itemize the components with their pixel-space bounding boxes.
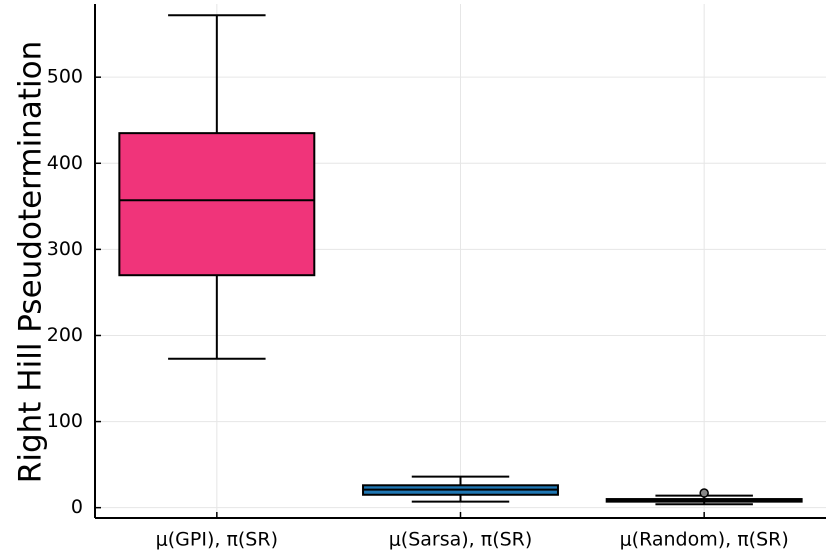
box-2 bbox=[362, 475, 559, 503]
y-axis-label: Right Hill Pseudotermination bbox=[13, 41, 49, 483]
x-tick-label: μ(Sarsa), π(SR) bbox=[389, 529, 533, 551]
y-tick-label: 0 bbox=[71, 496, 83, 518]
x-tick-label: μ(GPI), π(SR) bbox=[156, 529, 278, 551]
y-tick-label: 200 bbox=[47, 324, 83, 346]
box-body bbox=[118, 132, 316, 277]
y-ticks: 0 100 200 300 400 500 bbox=[47, 66, 101, 518]
box-3 bbox=[605, 488, 803, 506]
box-1 bbox=[118, 14, 316, 360]
box-group bbox=[118, 14, 803, 506]
y-tick-label: 400 bbox=[47, 152, 83, 174]
y-tick-label: 300 bbox=[47, 238, 83, 260]
y-tick-label: 100 bbox=[47, 410, 83, 432]
y-tick-label: 500 bbox=[47, 66, 83, 88]
x-tick-label: μ(Random), π(SR) bbox=[620, 529, 789, 551]
outlier-point bbox=[699, 488, 709, 498]
x-ticks: μ(GPI), π(SR) μ(Sarsa), π(SR) μ(Random), π… bbox=[156, 512, 789, 551]
